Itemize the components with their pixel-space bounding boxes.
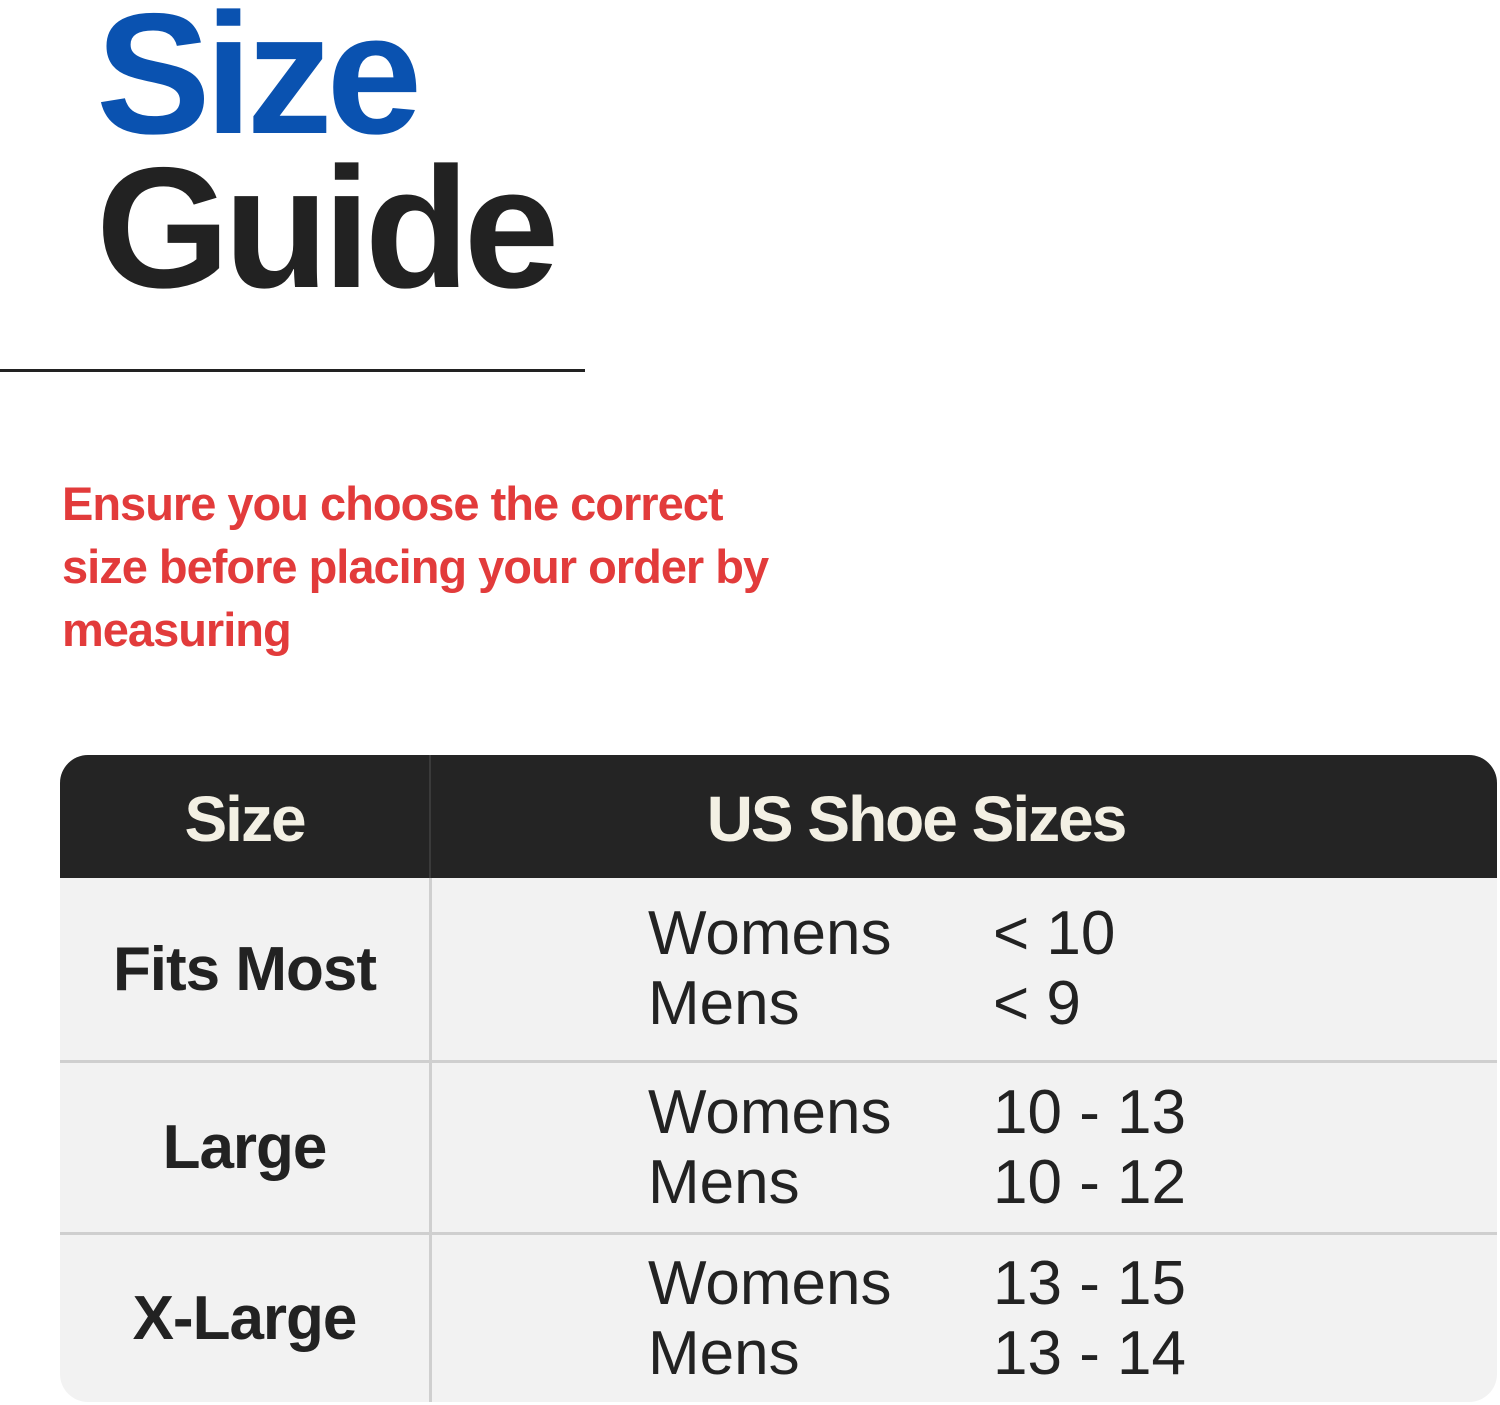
table-row: Large Womens 10 - 13 Mens 10 - 12 — [60, 1060, 1497, 1232]
title-guide: Guide — [96, 132, 559, 324]
divider — [0, 369, 585, 372]
size-table: Size US Shoe Sizes Fits Most Womens < 10 … — [60, 755, 1497, 1402]
size-label: Large — [162, 1113, 328, 1182]
mens-range: 13 - 14 — [993, 1318, 1187, 1388]
table-row: Fits Most Womens < 10 Mens < 9 — [60, 878, 1497, 1060]
womens-label: Womens — [648, 1077, 892, 1147]
mens-label: Mens — [648, 1318, 800, 1388]
mens-range: 10 - 12 — [993, 1147, 1187, 1217]
womens-label: Womens — [648, 899, 892, 968]
column-divider — [429, 878, 432, 1402]
size-label: X-Large — [132, 1284, 358, 1353]
header-size: Size — [184, 783, 306, 855]
mens-label: Mens — [648, 1147, 800, 1217]
womens-range: 10 - 13 — [993, 1077, 1187, 1147]
table-row: X-Large Womens 13 - 15 Mens 13 - 14 — [60, 1232, 1497, 1402]
mens-range: < 9 — [993, 969, 1081, 1038]
header-us-shoe-sizes: US Shoe Sizes — [706, 783, 1128, 855]
table-header: Size US Shoe Sizes — [60, 755, 1497, 878]
womens-label: Womens — [648, 1248, 892, 1318]
womens-range: < 10 — [993, 899, 1116, 968]
mens-label: Mens — [648, 969, 800, 1038]
sizing-note: Ensure you choose the correct size befor… — [62, 477, 769, 656]
size-label: Fits Most — [112, 934, 377, 1004]
header-divider — [429, 755, 431, 878]
title-size: Size — [96, 0, 422, 170]
womens-range: 13 - 15 — [993, 1248, 1187, 1318]
